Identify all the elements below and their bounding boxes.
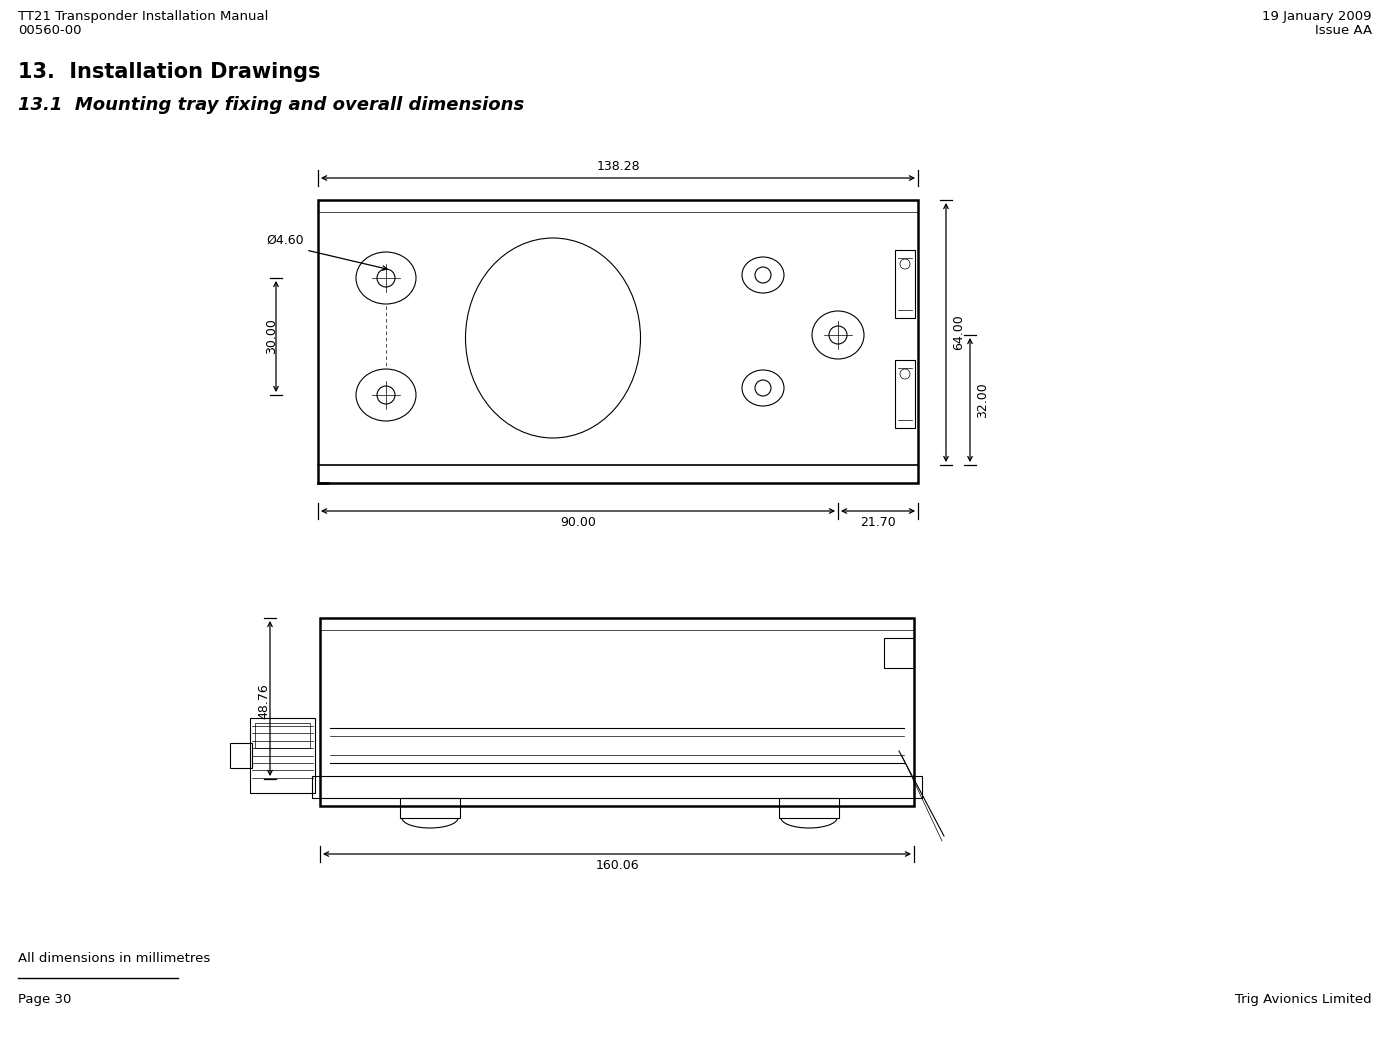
Text: 13.1  Mounting tray fixing and overall dimensions: 13.1 Mounting tray fixing and overall di…: [18, 96, 524, 114]
Text: 00560-00: 00560-00: [18, 24, 82, 37]
Text: 13.  Installation Drawings: 13. Installation Drawings: [18, 62, 321, 82]
Text: 90.00: 90.00: [560, 516, 596, 529]
Text: Trig Avionics Limited: Trig Avionics Limited: [1236, 993, 1372, 1006]
Bar: [229, 743, 252, 768]
Bar: [778, 798, 840, 818]
Text: TT21 Transponder Installation Manual: TT21 Transponder Installation Manual: [18, 10, 268, 23]
Text: 30.00: 30.00: [265, 319, 278, 355]
Text: 160.06: 160.06: [595, 859, 639, 872]
Text: 64.00: 64.00: [952, 315, 965, 350]
Bar: [311, 776, 922, 798]
Text: 138.28: 138.28: [596, 160, 639, 173]
Bar: [320, 618, 915, 806]
Text: 19 January 2009: 19 January 2009: [1262, 10, 1372, 23]
Bar: [318, 200, 917, 483]
Text: Page 30: Page 30: [18, 993, 71, 1006]
Text: All dimensions in millimetres: All dimensions in millimetres: [18, 952, 210, 965]
Text: 21.70: 21.70: [860, 516, 897, 529]
Bar: [895, 360, 915, 428]
Text: Ø4.60: Ø4.60: [265, 233, 303, 247]
Bar: [254, 723, 310, 748]
Bar: [895, 250, 915, 318]
Bar: [250, 718, 316, 793]
Text: 48.76: 48.76: [257, 683, 271, 719]
Bar: [884, 638, 915, 668]
Text: 32.00: 32.00: [976, 382, 990, 417]
Bar: [400, 798, 460, 818]
Text: Issue AA: Issue AA: [1315, 24, 1372, 37]
